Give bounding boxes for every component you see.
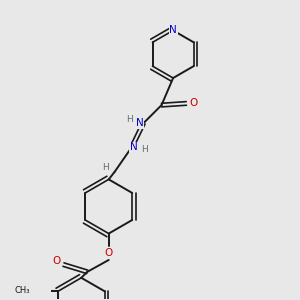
Text: H: H <box>102 163 109 172</box>
Text: O: O <box>190 98 198 108</box>
Text: H: H <box>141 145 148 154</box>
Text: O: O <box>105 248 113 258</box>
Text: H: H <box>126 115 133 124</box>
Text: CH₃: CH₃ <box>15 286 30 295</box>
Text: O: O <box>52 256 60 266</box>
Text: N: N <box>169 26 177 35</box>
Text: N: N <box>136 118 143 128</box>
Text: N: N <box>130 142 137 152</box>
